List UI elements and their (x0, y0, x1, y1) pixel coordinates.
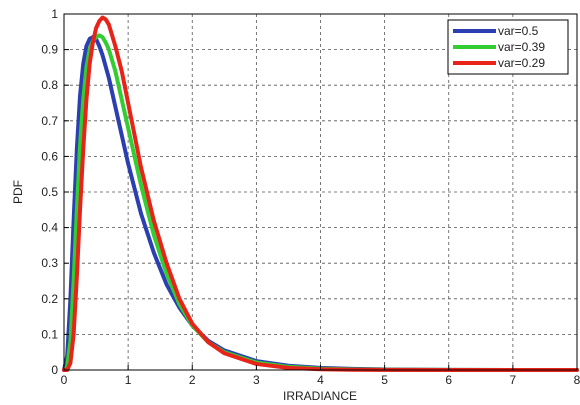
x-tick-label-4: 4 (317, 373, 324, 387)
x-tick-label-8: 8 (574, 373, 580, 387)
y-tick-label-6: 0.6 (41, 149, 58, 163)
y-tick-label-10: 1 (51, 7, 58, 21)
axis-ticks: 0 1 2 3 4 5 6 7 8 0 0.1 0.2 0.3 0.4 0.5 0.6 0.7 0.8 0.9 1 (41, 7, 580, 387)
y-axis-label: PDF (11, 180, 25, 204)
y-tick-label-5: 0.5 (41, 185, 58, 199)
y-tick-label-0: 0 (51, 363, 58, 377)
y-tick-label-1: 0.1 (41, 327, 58, 341)
y-tick-label-7: 0.7 (41, 114, 58, 128)
series-line-2 (62, 15, 579, 372)
y-tick-label-3: 0.3 (41, 256, 58, 270)
x-tick-label-2: 2 (189, 373, 196, 387)
legend-entry-2: var=0.29 (498, 56, 545, 70)
x-tick-label-0: 0 (61, 373, 68, 387)
x-tick-label-1: 1 (125, 373, 132, 387)
x-tick-label-3: 3 (253, 373, 260, 387)
legend-entry-0: var=0.5 (498, 24, 539, 38)
legend: var=0.5 var=0.39 var=0.29 (447, 19, 569, 75)
y-tick-label-2: 0.2 (41, 292, 58, 306)
legend-entry-1: var=0.39 (498, 40, 545, 54)
y-tick-label-8: 0.8 (41, 78, 58, 92)
y-tick-label-9: 0.9 (41, 43, 58, 57)
x-axis-label: IRRADIANCE (283, 389, 357, 403)
x-tick-label-7: 7 (510, 373, 517, 387)
series-lines (62, 15, 579, 372)
x-tick-label-5: 5 (381, 373, 388, 387)
x-tick-label-6: 6 (445, 373, 452, 387)
y-tick-label-4: 0.4 (41, 221, 58, 235)
